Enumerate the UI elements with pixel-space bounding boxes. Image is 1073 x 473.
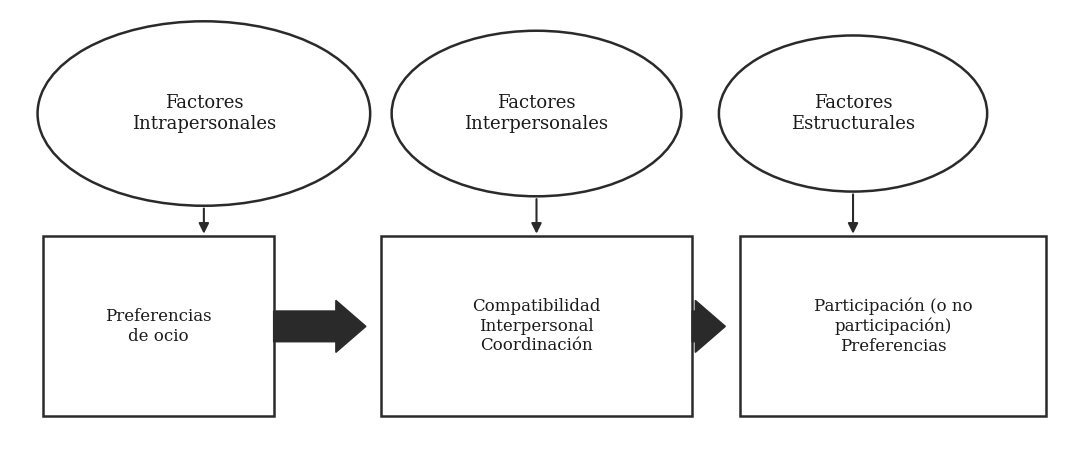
FancyArrow shape bbox=[692, 300, 725, 352]
Bar bbox=[43, 236, 274, 416]
Bar bbox=[381, 236, 692, 416]
FancyArrow shape bbox=[274, 300, 366, 352]
Text: Preferencias
de ocio: Preferencias de ocio bbox=[105, 308, 211, 345]
Text: Factores
Intrapersonales: Factores Intrapersonales bbox=[132, 94, 276, 133]
Text: Participación (o no
participación)
Preferencias: Participación (o no participación) Prefe… bbox=[814, 298, 972, 355]
Text: Factores
Estructurales: Factores Estructurales bbox=[791, 94, 915, 133]
Text: Compatibilidad
Interpersonal
Coordinación: Compatibilidad Interpersonal Coordinació… bbox=[472, 298, 601, 354]
Bar bbox=[740, 236, 1046, 416]
Text: Factores
Interpersonales: Factores Interpersonales bbox=[465, 94, 608, 133]
